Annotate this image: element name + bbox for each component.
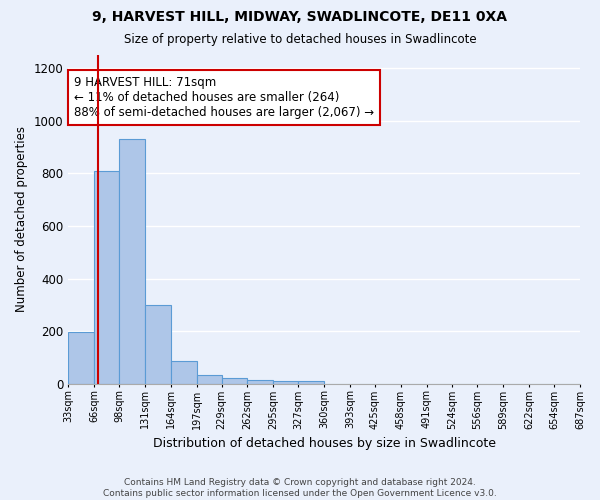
Bar bbox=[247, 380, 273, 384]
Bar bbox=[221, 378, 247, 384]
Y-axis label: Number of detached properties: Number of detached properties bbox=[15, 126, 28, 312]
Text: Contains HM Land Registry data © Crown copyright and database right 2024.
Contai: Contains HM Land Registry data © Crown c… bbox=[103, 478, 497, 498]
Bar bbox=[68, 332, 94, 384]
Text: Size of property relative to detached houses in Swadlincote: Size of property relative to detached ho… bbox=[124, 32, 476, 46]
Bar bbox=[119, 139, 145, 384]
Text: 9 HARVEST HILL: 71sqm
← 11% of detached houses are smaller (264)
88% of semi-det: 9 HARVEST HILL: 71sqm ← 11% of detached … bbox=[74, 76, 374, 119]
Bar bbox=[145, 305, 170, 384]
Text: 9, HARVEST HILL, MIDWAY, SWADLINCOTE, DE11 0XA: 9, HARVEST HILL, MIDWAY, SWADLINCOTE, DE… bbox=[92, 10, 508, 24]
Bar bbox=[170, 362, 197, 384]
Bar bbox=[273, 380, 298, 384]
X-axis label: Distribution of detached houses by size in Swadlincote: Distribution of detached houses by size … bbox=[152, 437, 496, 450]
Bar bbox=[197, 374, 221, 384]
Bar bbox=[94, 170, 119, 384]
Bar bbox=[298, 381, 324, 384]
